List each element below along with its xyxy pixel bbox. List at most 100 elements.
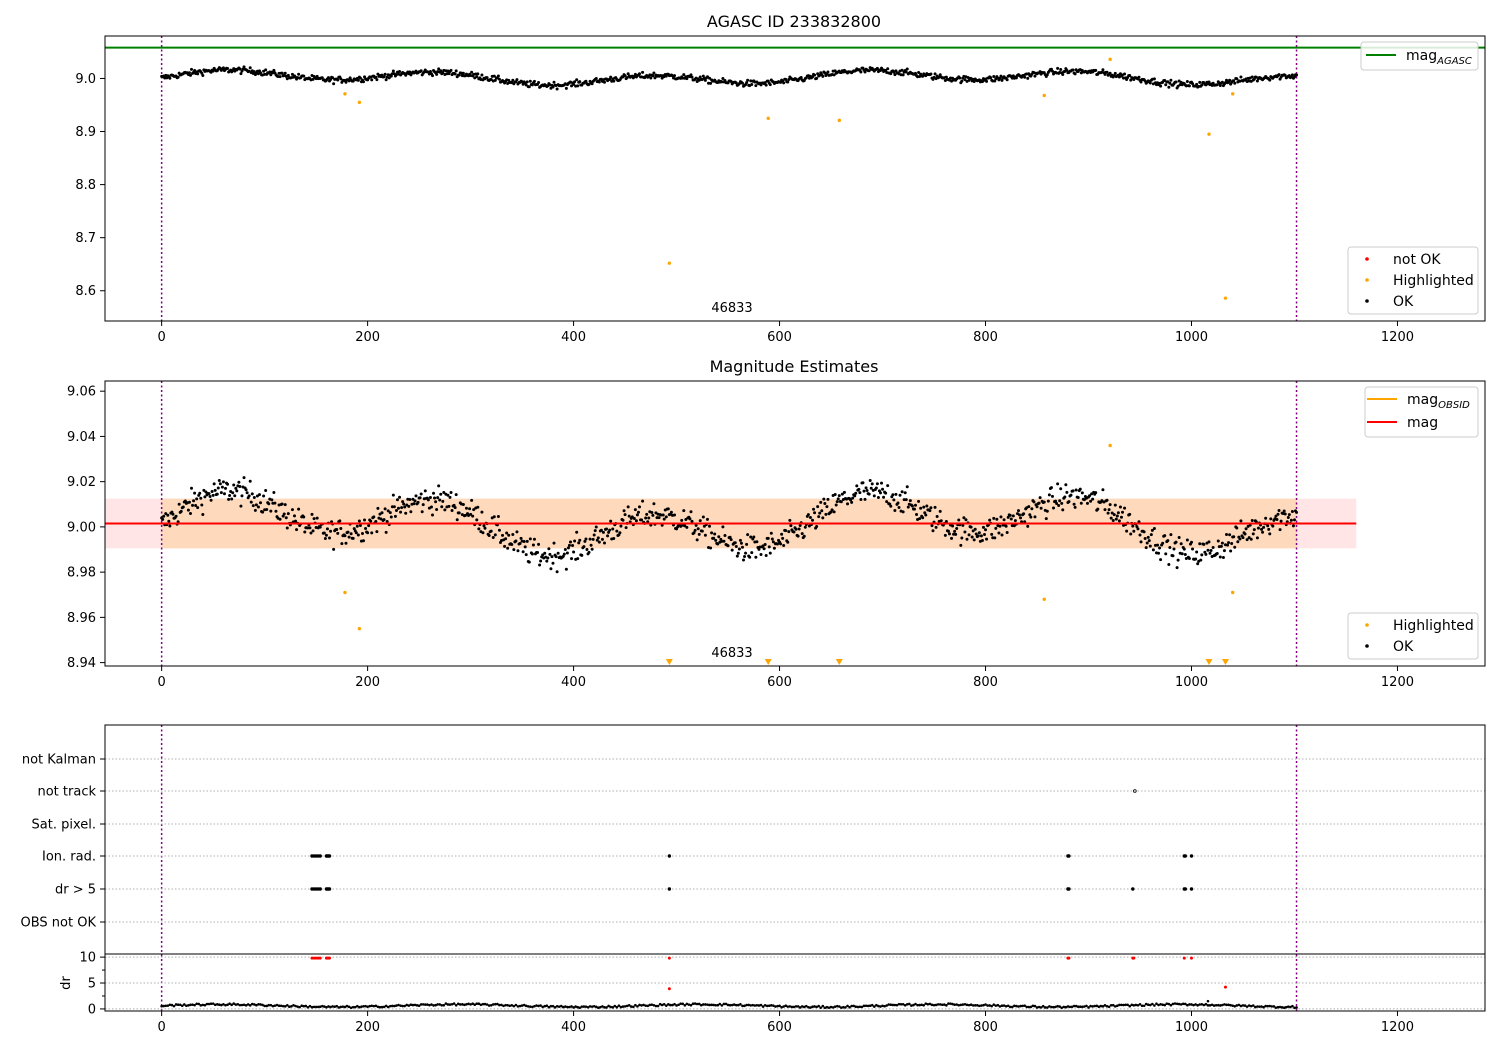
dr-point [1194, 1003, 1197, 1006]
dr-point [1066, 1005, 1070, 1008]
dr-point [1017, 1005, 1020, 1008]
dr-point [957, 1003, 961, 1007]
dr-point [456, 1002, 460, 1006]
ok-point [759, 553, 763, 557]
ok-point [380, 511, 384, 515]
ok-point [995, 517, 999, 521]
ok-point [332, 547, 336, 551]
ok-point [402, 502, 406, 506]
dr-point [277, 1004, 281, 1007]
ok-point [524, 553, 528, 557]
ok-point [454, 69, 458, 73]
y-tick-label: 8.9 [75, 125, 96, 140]
dr-point [409, 1003, 413, 1007]
ok-point [537, 81, 541, 85]
ok-point [251, 504, 255, 508]
ok-point [385, 519, 389, 523]
ok-point [1200, 83, 1204, 87]
ok-point [929, 506, 933, 510]
legend-label: mag [1407, 415, 1438, 431]
y-tick-label: 8.6 [75, 284, 96, 299]
ok-point [894, 492, 898, 496]
ok-point [267, 502, 271, 506]
ok-point [1289, 518, 1293, 522]
dr-point [504, 1003, 507, 1007]
ok-point [391, 493, 395, 497]
dr-point [428, 1003, 431, 1007]
ok-point [435, 72, 439, 76]
ok-point [1005, 530, 1009, 534]
ok-point [351, 536, 355, 540]
ok-point [798, 524, 802, 528]
dr-point [951, 1002, 954, 1006]
ok-point [859, 70, 863, 74]
dr-point [1231, 1004, 1234, 1007]
ok-point [784, 77, 788, 81]
ok-point [1045, 509, 1049, 513]
ok-point [709, 546, 713, 550]
dr-point [1190, 1003, 1193, 1006]
ok-point [1183, 553, 1187, 557]
ok-point [870, 482, 874, 486]
annotation-obsid: 46833 [711, 646, 752, 661]
ok-point [789, 524, 793, 528]
ok-point [587, 82, 591, 86]
dr-point [642, 1003, 645, 1007]
dr-point [679, 1002, 682, 1006]
dr-point [936, 1003, 940, 1006]
ok-point [250, 492, 254, 496]
axes-frame [104, 724, 1486, 1012]
dr-point [397, 1003, 400, 1007]
ok-point [1195, 550, 1199, 554]
dr-point [856, 1005, 860, 1009]
ok-point [1228, 78, 1232, 82]
ok-point [930, 524, 934, 528]
ok-point [303, 530, 307, 534]
ok-point [311, 77, 315, 81]
ok-point [477, 527, 481, 531]
ok-point [591, 537, 595, 541]
ok-point [812, 507, 816, 511]
ok-point [290, 508, 294, 512]
ok-point [780, 532, 784, 536]
dr-point [1010, 1005, 1014, 1009]
ok-point [1107, 508, 1111, 512]
ok-point [369, 519, 373, 523]
ok-point [985, 537, 989, 541]
ok-point [403, 505, 407, 509]
ok-point [1206, 548, 1210, 552]
ok-point [1085, 501, 1089, 505]
ok-point [606, 534, 610, 538]
dr-point [848, 1005, 851, 1009]
dr-point [792, 1005, 796, 1009]
ok-point [1108, 503, 1112, 507]
ok-point [1091, 497, 1095, 501]
dr-point [718, 1002, 722, 1006]
dr-point [850, 1004, 853, 1008]
ok-point [1158, 546, 1162, 550]
dr-point [203, 1003, 207, 1007]
ok-point [743, 555, 747, 559]
ok-point [618, 531, 622, 535]
dr-point [224, 1003, 227, 1007]
ok-point [344, 80, 348, 84]
ok-point [584, 537, 588, 541]
dr-point [644, 1004, 647, 1007]
dr-point [388, 1004, 392, 1008]
ok-point [194, 504, 198, 508]
dr-point [784, 1004, 788, 1008]
ok-point [1244, 527, 1248, 531]
ok-point [1156, 543, 1160, 547]
ok-point [892, 498, 896, 502]
dr-point [922, 1003, 926, 1007]
dr-point [1264, 1004, 1267, 1008]
highlighted-point [1042, 93, 1046, 98]
ok-point [976, 534, 980, 538]
ok-point [561, 554, 565, 558]
dr-point [1210, 1003, 1214, 1007]
ok-point [528, 79, 532, 83]
ok-point [503, 544, 507, 548]
ok-point [537, 542, 541, 546]
flag-row-label: Sat. pixel. [32, 818, 96, 833]
ok-point [538, 563, 542, 567]
